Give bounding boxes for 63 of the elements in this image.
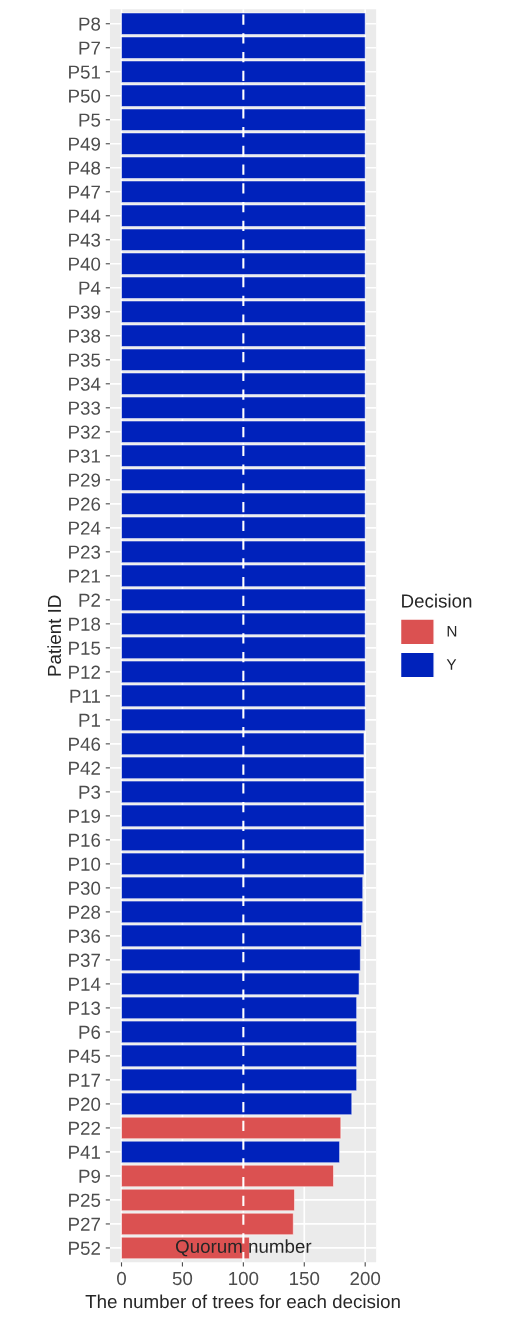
y-tick-label: P29 bbox=[69, 473, 101, 487]
y-tick-label: P3 bbox=[79, 785, 101, 799]
y-tick-label: P51 bbox=[69, 65, 100, 79]
x-axis-title: The number of trees for each decision bbox=[85, 1294, 400, 1309]
y-tick-label: P8 bbox=[79, 17, 101, 31]
y-tick-label: P27 bbox=[69, 1217, 100, 1231]
y-tick-label: P23 bbox=[69, 545, 101, 559]
y-tick-label: P2 bbox=[79, 593, 100, 607]
y-tick-label: P28 bbox=[69, 905, 101, 919]
y-tick-label: P11 bbox=[70, 689, 100, 703]
y-tick-label: P33 bbox=[69, 401, 101, 415]
y-tick-label: P10 bbox=[69, 857, 101, 871]
x-tick-label: 50 bbox=[172, 1271, 193, 1286]
x-tick-label: 150 bbox=[290, 1271, 320, 1286]
y-tick-label: P46 bbox=[69, 737, 101, 751]
y-tick-label: P31 bbox=[69, 449, 100, 463]
y-tick-label: P7 bbox=[79, 41, 100, 55]
y-tick-label: P50 bbox=[69, 89, 101, 103]
legend-title: Decision bbox=[402, 593, 472, 608]
y-tick-label: P19 bbox=[69, 809, 101, 823]
y-tick-label: P25 bbox=[69, 1193, 101, 1207]
y-tick-label: P40 bbox=[69, 257, 101, 271]
y-tick-label: P30 bbox=[69, 881, 101, 895]
y-tick-label: P42 bbox=[69, 761, 100, 775]
y-tick-label: P20 bbox=[69, 1097, 101, 1111]
y-tick-label: P49 bbox=[69, 137, 101, 151]
y-tick-label: P12 bbox=[69, 665, 100, 679]
x-tick-label: 100 bbox=[229, 1271, 259, 1286]
y-tick-label: P36 bbox=[69, 929, 101, 943]
y-tick-label: P47 bbox=[69, 185, 100, 199]
y-tick-label: P1 bbox=[79, 713, 100, 727]
y-tick-label: P26 bbox=[69, 497, 101, 511]
y-tick-label: P44 bbox=[69, 209, 101, 223]
y-tick-label: P45 bbox=[69, 1049, 101, 1063]
y-tick-label: P15 bbox=[69, 641, 101, 655]
y-tick-label: P16 bbox=[69, 833, 101, 847]
y-tick-label: P14 bbox=[69, 977, 101, 991]
legend-label: Y bbox=[446, 659, 457, 670]
legend-label: N bbox=[447, 626, 457, 637]
y-tick-label: P18 bbox=[69, 617, 101, 631]
y-tick-label: P48 bbox=[69, 161, 101, 175]
y-tick-label: P17 bbox=[69, 1073, 100, 1087]
y-tick-label: P52 bbox=[69, 1241, 100, 1255]
annotation: Quorum number bbox=[175, 1239, 312, 1257]
y-tick-label: P21 bbox=[69, 569, 100, 583]
y-tick-label: P39 bbox=[69, 305, 101, 319]
y-tick-label: P32 bbox=[69, 425, 100, 439]
x-tick-label: 0 bbox=[117, 1271, 126, 1286]
y-tick-label: P22 bbox=[69, 1121, 100, 1135]
y-tick-label: P13 bbox=[69, 1001, 101, 1015]
y-tick-label: P6 bbox=[79, 1025, 101, 1039]
y-tick-label: P35 bbox=[69, 353, 101, 367]
y-axis-title: Patient ID bbox=[47, 595, 62, 676]
y-tick-label: P37 bbox=[69, 953, 100, 967]
y-tick-label: P9 bbox=[79, 1169, 101, 1183]
y-tick-label: P43 bbox=[69, 233, 101, 247]
x-tick-label: 200 bbox=[350, 1271, 381, 1286]
y-tick-label: P41 bbox=[69, 1145, 100, 1159]
y-tick-label: P34 bbox=[69, 377, 101, 391]
y-tick-label: P24 bbox=[69, 521, 101, 535]
y-tick-label: P5 bbox=[79, 113, 101, 127]
y-tick-label: P4 bbox=[79, 281, 101, 295]
y-tick-label: P38 bbox=[69, 329, 101, 343]
